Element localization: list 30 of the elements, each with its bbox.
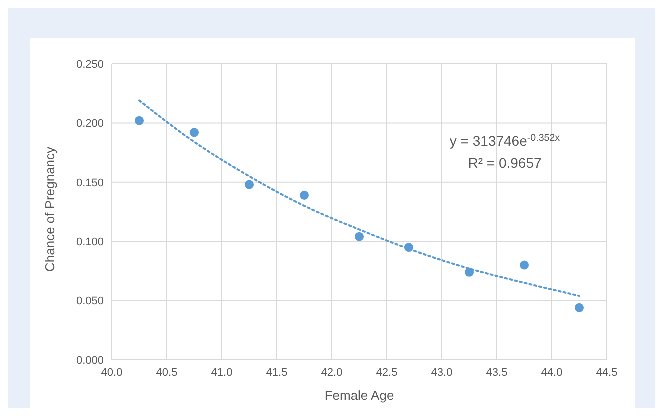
y-tick-label: 0.100 xyxy=(76,236,104,249)
point xyxy=(354,232,364,242)
y-axis-title: Chance of Pregnancy xyxy=(42,146,58,272)
annotation: R² = 0.9657 xyxy=(468,155,542,171)
point xyxy=(190,128,200,138)
point xyxy=(300,190,310,200)
y-tick-label: 0.000 xyxy=(76,354,104,367)
x-tick-label: 44.0 xyxy=(541,366,563,379)
x-tick-label: 43.0 xyxy=(431,366,453,379)
point xyxy=(574,303,584,312)
y-tick-label: 0.250 xyxy=(76,58,104,71)
point xyxy=(464,268,474,277)
y-tick-label: 0.050 xyxy=(76,296,104,308)
x-tick-label: 40.5 xyxy=(156,366,178,379)
x-tick-label: 41.5 xyxy=(266,366,288,379)
x-tick-label: 41.0 xyxy=(211,366,233,379)
x-tick-label: 42.5 xyxy=(376,366,398,379)
line-series xyxy=(138,100,580,298)
x-tick-label: 42.0 xyxy=(321,366,343,379)
point xyxy=(244,180,254,190)
y-tick-label: 0.150 xyxy=(76,177,104,190)
annotation: y = 313746e$^{-0.352x}$ xyxy=(450,132,560,149)
point xyxy=(134,116,144,126)
point xyxy=(404,243,414,252)
point xyxy=(520,260,530,270)
x-tick-label: 44.5 xyxy=(596,366,618,379)
x-tick-label: 43.5 xyxy=(486,366,508,379)
x-tick-label: 40.0 xyxy=(101,366,123,379)
x-axis-title: Female Age xyxy=(324,388,394,403)
y-tick-label: 0.200 xyxy=(76,118,104,130)
